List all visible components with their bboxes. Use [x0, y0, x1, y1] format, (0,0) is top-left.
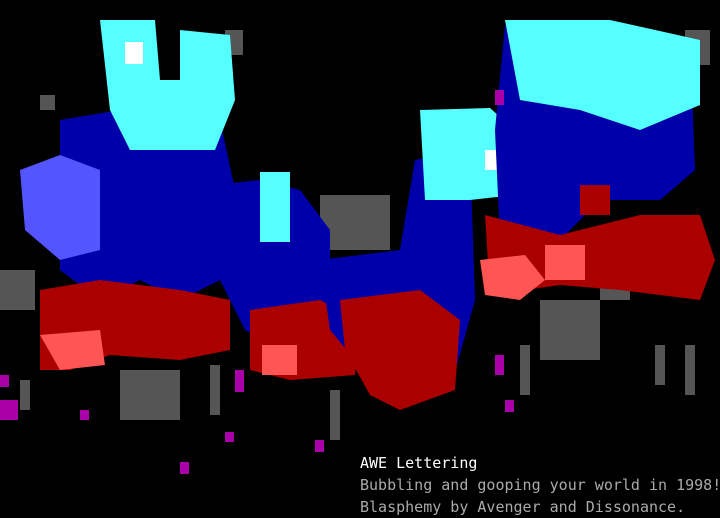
magenta-speckles — [0, 90, 514, 474]
caption-credits: Blasphemy by Avenger and Dissonance. — [360, 498, 686, 516]
letter-3 — [320, 108, 520, 410]
letter-4 — [480, 20, 715, 300]
caption-title: AWE Lettering — [360, 454, 478, 472]
letter-1 — [20, 20, 235, 370]
caption-tagline: Bubbling and gooping your world in 1998! — [360, 476, 720, 494]
